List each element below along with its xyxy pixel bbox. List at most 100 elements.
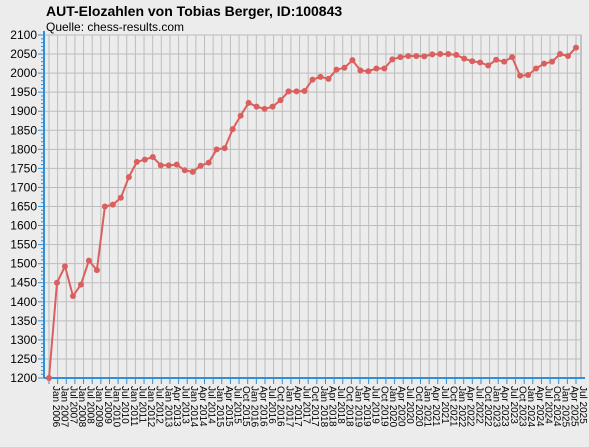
x-tick-label: Oct 2019	[378, 386, 389, 427]
data-point	[237, 112, 244, 119]
x-tick-label: Jul 2013	[180, 386, 191, 424]
y-tick-label: 1750	[10, 161, 37, 175]
x-tick-label: Jul 2018	[335, 386, 346, 424]
data-point	[109, 201, 116, 208]
x-tick-label: Jul 2019	[370, 386, 381, 424]
x-tick-label: Apr 2024	[534, 386, 545, 427]
data-point	[357, 67, 364, 74]
data-point	[277, 97, 284, 104]
x-tick-label: Jul 2014	[206, 386, 217, 424]
x-tick-label: Jan 2018	[318, 386, 329, 428]
x-tick-label: Jan 2006	[50, 386, 61, 428]
x-tick-label: Oct 2023	[517, 386, 528, 427]
data-point	[301, 88, 308, 95]
x-tick-label: Apr 2017	[292, 386, 303, 427]
data-point	[157, 162, 164, 169]
data-point	[101, 203, 108, 210]
data-point	[46, 375, 52, 381]
x-tick-label: Jan 2010	[110, 386, 121, 428]
data-point	[93, 267, 100, 274]
data-point	[221, 145, 228, 152]
data-point	[525, 72, 532, 79]
data-point	[293, 88, 300, 95]
data-point	[61, 263, 68, 270]
x-tick-label: Oct 2018	[344, 386, 355, 427]
x-tick-label: Apr 2022	[465, 386, 476, 427]
y-tick-label: 1700	[10, 180, 37, 194]
data-point	[53, 279, 60, 286]
data-point	[421, 53, 428, 60]
data-point	[85, 257, 92, 264]
x-tick-label: Apr 2016	[257, 386, 268, 427]
data-point	[493, 56, 500, 63]
x-tick-label: Oct 2017	[309, 386, 320, 427]
x-tick-label: Jul 2024	[542, 386, 553, 424]
x-tick-label: Jan 2023	[491, 386, 502, 428]
data-point	[445, 51, 452, 58]
data-point	[413, 52, 420, 59]
data-point	[141, 156, 148, 163]
x-tick-label: Jan 2017	[283, 386, 294, 428]
data-point	[309, 76, 316, 83]
y-tick-label: 1900	[10, 104, 37, 118]
y-tick-label: 1850	[10, 123, 37, 137]
data-point	[197, 162, 204, 169]
data-point	[517, 72, 524, 79]
data-point	[229, 126, 236, 133]
x-tick-label: Jan 2007	[59, 386, 70, 428]
data-point	[389, 56, 396, 63]
x-tick-label: Jan 2014	[188, 386, 199, 428]
x-tick-label: Jan 2011	[128, 386, 139, 427]
x-tick-label: Jul 2011	[136, 386, 147, 424]
data-point	[189, 168, 196, 175]
x-tick-label: Oct 2024	[551, 386, 562, 427]
x-tick-label: Oct 2020	[413, 386, 424, 427]
x-tick-label: Jul 2012	[154, 386, 165, 424]
data-point	[269, 103, 276, 110]
y-tick-label: 1200	[10, 371, 37, 385]
y-tick-label: 1950	[10, 85, 37, 99]
x-tick-label: Jan 2019	[352, 386, 363, 428]
y-tick-label: 2050	[10, 47, 37, 61]
x-tick-label: Jan 2009	[93, 386, 104, 428]
x-tick-label: Jan 2024	[525, 386, 536, 428]
data-point	[341, 64, 348, 71]
chart-subtitle: Quelle: chess-results.com	[46, 20, 185, 34]
x-tick-label: Apr 2020	[396, 386, 407, 427]
data-point	[149, 153, 156, 160]
data-point	[349, 57, 356, 64]
data-point	[325, 75, 332, 82]
data-point	[501, 58, 508, 65]
x-tick-label: Jan 2008	[76, 386, 87, 428]
data-point	[365, 68, 372, 75]
x-tick-label: Jul 2023	[508, 386, 519, 424]
data-point	[541, 60, 548, 67]
x-tick-label: Apr 2023	[499, 386, 510, 427]
x-tick-label: Apr 2019	[361, 386, 372, 427]
data-point	[573, 44, 579, 51]
x-tick-label: Jul 2010	[119, 386, 130, 424]
x-tick-label: Jan 2013	[162, 386, 173, 428]
data-point	[165, 162, 172, 169]
data-point	[205, 159, 212, 166]
data-point	[429, 51, 436, 58]
x-tick-label: Apr 2025	[568, 386, 579, 427]
x-tick-label: Apr 2013	[171, 386, 182, 427]
data-point	[173, 161, 180, 168]
data-point	[333, 66, 340, 73]
y-tick-label: 1500	[10, 257, 37, 271]
data-point	[213, 146, 220, 153]
data-point	[509, 54, 516, 61]
x-tick-label: Jul 2025	[577, 386, 588, 424]
x-tick-label: Jan 2025	[560, 386, 571, 428]
data-point	[461, 55, 468, 62]
data-point	[453, 51, 460, 58]
y-tick-label: 2100	[10, 28, 37, 42]
data-point	[253, 103, 260, 110]
x-tick-label: Apr 2015	[223, 386, 234, 427]
x-tick-label: Jul 2020	[404, 386, 415, 424]
data-point	[261, 105, 268, 112]
y-tick-label: 1450	[10, 276, 37, 290]
